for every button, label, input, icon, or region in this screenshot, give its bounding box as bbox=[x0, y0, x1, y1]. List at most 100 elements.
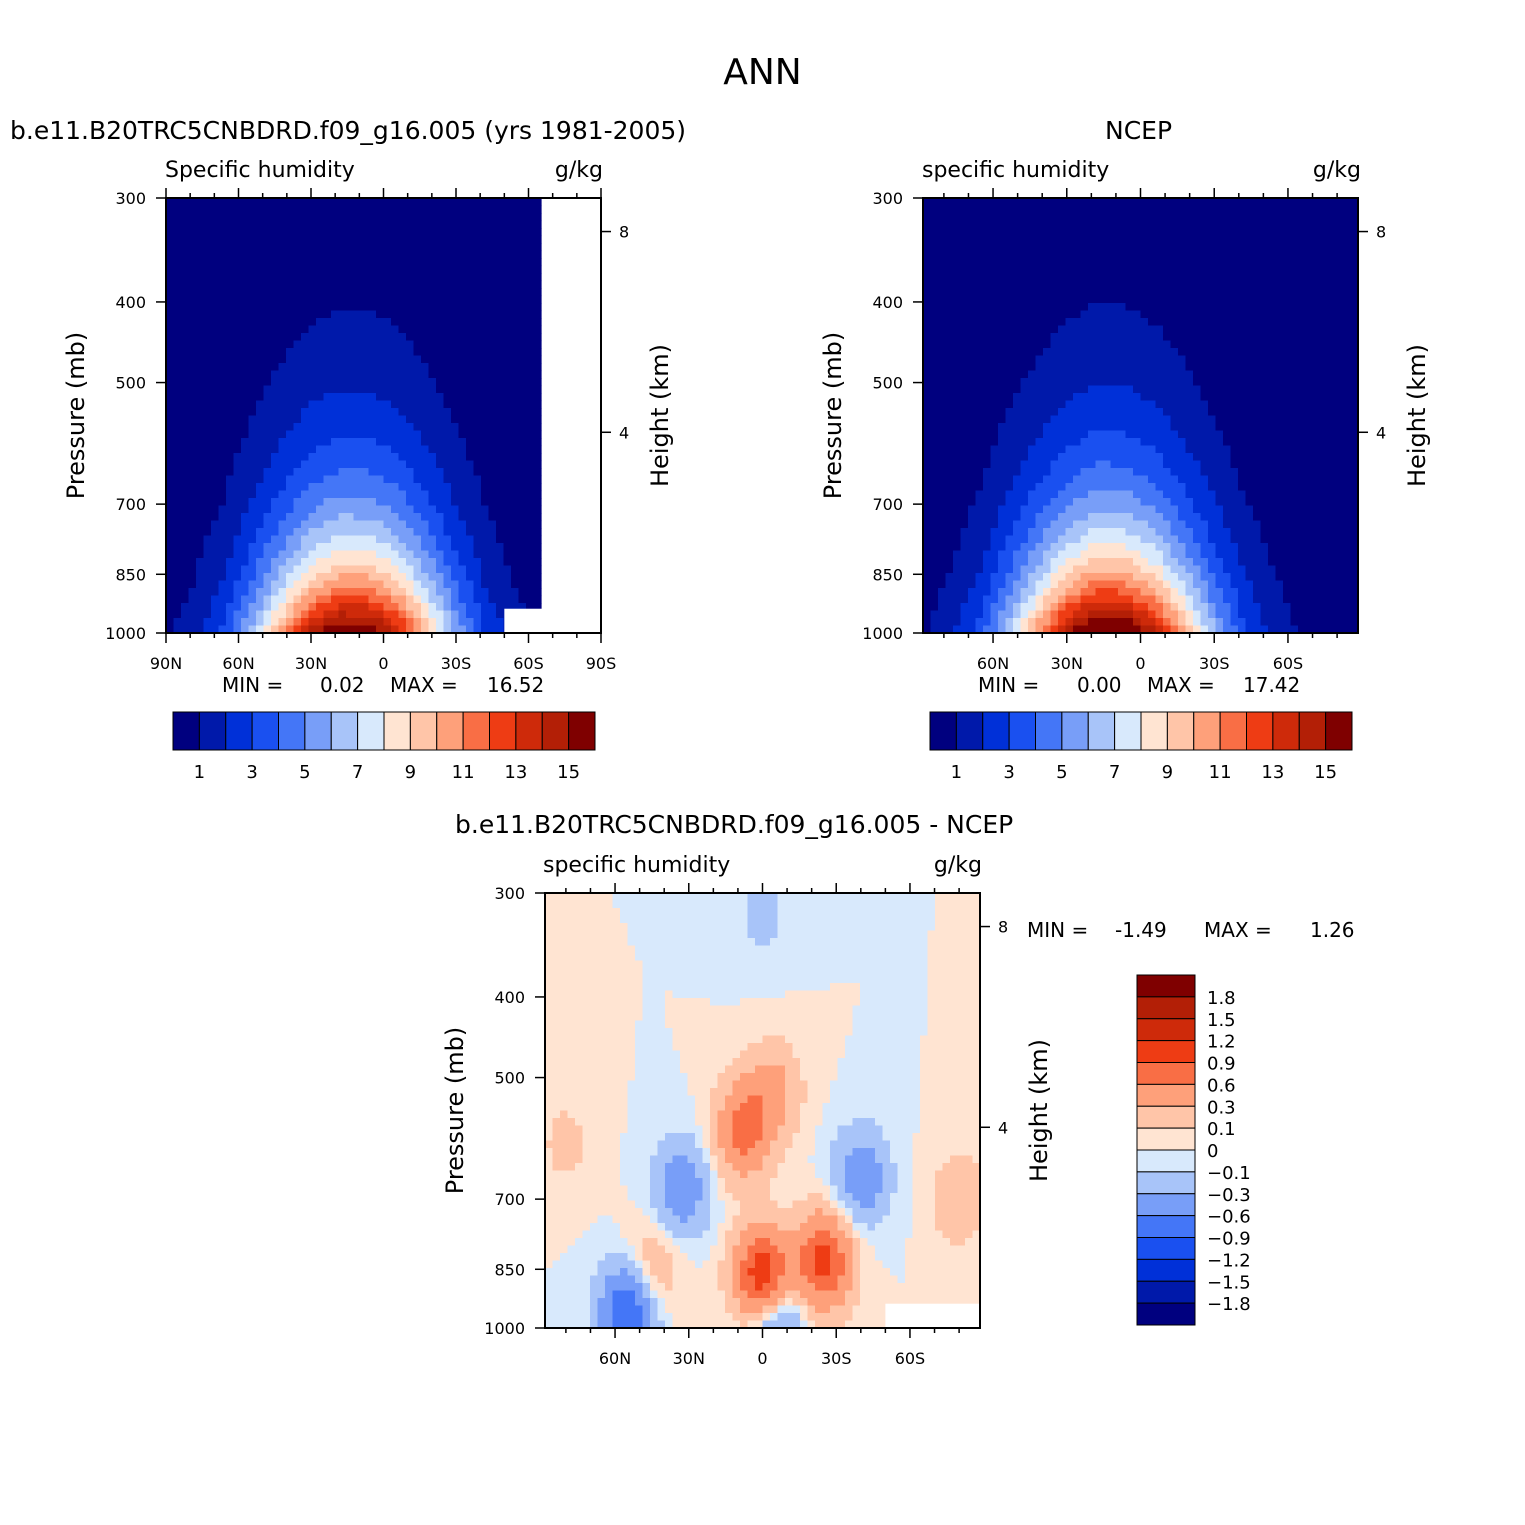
contour-cell bbox=[488, 423, 497, 432]
contour-cell bbox=[990, 198, 999, 207]
contour-cell bbox=[1238, 400, 1247, 409]
contour-cell bbox=[1065, 273, 1074, 282]
contour-cell bbox=[1140, 385, 1149, 394]
contour-cell bbox=[1200, 220, 1209, 229]
contour-cell bbox=[488, 603, 497, 612]
contour-cell bbox=[1298, 243, 1307, 252]
contour-cell bbox=[1020, 280, 1029, 289]
contour-cell bbox=[286, 213, 295, 222]
contour-cell bbox=[496, 625, 505, 634]
contour-cell bbox=[391, 220, 400, 229]
contour-cell bbox=[331, 393, 340, 402]
contour-cell bbox=[241, 310, 250, 319]
contour-cell bbox=[1155, 243, 1164, 252]
contour-cell bbox=[383, 273, 392, 282]
contour-cell bbox=[1185, 280, 1194, 289]
contour-cell bbox=[346, 325, 355, 334]
contour-cell bbox=[398, 310, 407, 319]
contour-cell bbox=[533, 573, 542, 582]
contour-cell bbox=[1253, 303, 1262, 312]
contour-cell bbox=[226, 475, 235, 484]
contour-cell bbox=[975, 258, 984, 267]
contour-cell bbox=[338, 498, 347, 507]
contour-cell bbox=[1035, 220, 1044, 229]
contour-cell bbox=[421, 385, 430, 394]
contour-cell bbox=[503, 453, 512, 462]
contour-cell bbox=[1050, 430, 1059, 439]
contour-cell bbox=[391, 303, 400, 312]
contour-cell bbox=[1050, 355, 1059, 364]
contour-cell bbox=[473, 490, 482, 499]
contour-cell bbox=[1080, 445, 1089, 454]
contour-cell bbox=[496, 603, 505, 612]
contour-cell bbox=[346, 318, 355, 327]
contour-cell bbox=[181, 610, 190, 619]
contour-cell bbox=[361, 363, 370, 372]
contour-cell bbox=[1073, 295, 1082, 304]
contour-cell bbox=[1223, 250, 1232, 259]
contour-cell bbox=[368, 445, 377, 454]
contour-cell bbox=[1245, 385, 1254, 394]
contour-cell bbox=[1328, 235, 1337, 244]
contour-cell bbox=[1223, 363, 1232, 372]
contour-cell bbox=[1185, 258, 1194, 267]
contour-cell bbox=[930, 273, 939, 282]
contour-cell bbox=[1238, 370, 1247, 379]
contour-cell bbox=[518, 265, 527, 274]
contour-cell bbox=[1268, 228, 1277, 237]
contour-cell bbox=[1013, 310, 1022, 319]
contour-cell bbox=[518, 288, 527, 297]
contour-cell bbox=[1095, 280, 1104, 289]
contour-cell bbox=[930, 378, 939, 387]
contour-cell bbox=[1268, 378, 1277, 387]
contour-cell bbox=[1088, 295, 1097, 304]
contour-cell bbox=[391, 573, 400, 582]
contour-cell bbox=[1335, 415, 1344, 424]
contour-cell bbox=[960, 378, 969, 387]
contour-cell bbox=[391, 325, 400, 334]
contour-cell bbox=[1013, 303, 1022, 312]
contour-cell bbox=[1028, 400, 1037, 409]
contour-cell bbox=[1350, 393, 1359, 402]
contour-cell bbox=[481, 618, 490, 627]
contour-cell bbox=[496, 483, 505, 492]
contour-cell bbox=[293, 228, 302, 237]
y2-tick-label: 4 bbox=[619, 423, 629, 442]
contour-cell bbox=[1350, 415, 1359, 424]
contour-cell bbox=[301, 460, 310, 469]
contour-cell bbox=[526, 363, 535, 372]
contour-cell bbox=[1215, 325, 1224, 334]
contour-cell bbox=[496, 348, 505, 357]
contour-cell bbox=[503, 483, 512, 492]
contour-cell bbox=[286, 408, 295, 417]
contour-cell bbox=[983, 393, 992, 402]
contour-cell bbox=[1140, 318, 1149, 327]
contour-cell bbox=[233, 513, 242, 522]
contour-cell bbox=[1238, 273, 1247, 282]
contour-cell bbox=[451, 213, 460, 222]
contour-cell bbox=[1208, 415, 1217, 424]
contour-cell bbox=[488, 348, 497, 357]
contour-cell bbox=[353, 513, 362, 522]
contour-cell bbox=[233, 363, 242, 372]
contour-cell bbox=[361, 243, 370, 252]
contour-cell bbox=[1110, 385, 1119, 394]
contour-cell bbox=[173, 265, 182, 274]
contour-cell bbox=[1163, 325, 1172, 334]
contour-cell bbox=[1013, 213, 1022, 222]
contour-cell bbox=[188, 445, 197, 454]
contour-cell bbox=[1080, 250, 1089, 259]
contour-cell bbox=[503, 573, 512, 582]
contour-cell bbox=[938, 220, 947, 229]
contour-cell bbox=[1013, 288, 1022, 297]
contour-cell bbox=[323, 363, 332, 372]
contour-cell bbox=[1118, 228, 1127, 237]
contour-cell bbox=[226, 625, 235, 634]
contour-cell bbox=[271, 348, 280, 357]
contour-cell bbox=[1035, 415, 1044, 424]
contour-cell bbox=[1020, 235, 1029, 244]
contour-cell bbox=[181, 393, 190, 402]
contour-cell bbox=[1305, 303, 1314, 312]
contour-cell bbox=[1215, 348, 1224, 357]
contour-cell bbox=[473, 505, 482, 514]
